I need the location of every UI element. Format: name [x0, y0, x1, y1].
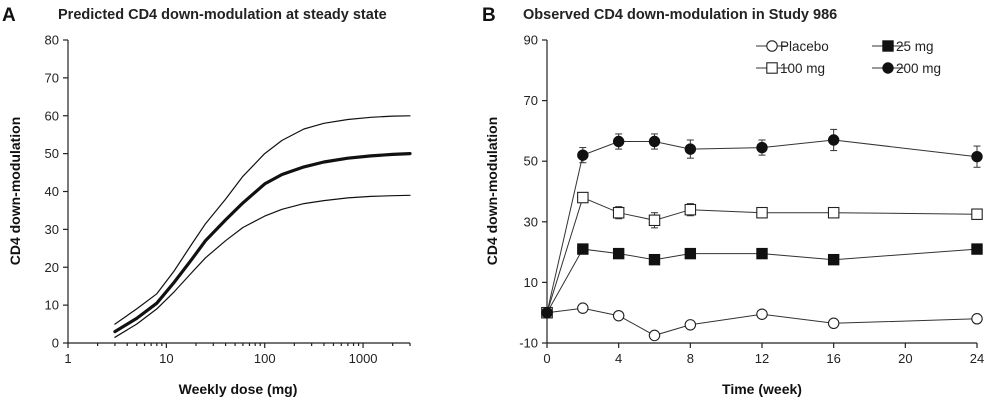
panel-b-point-placebo-w24 [971, 313, 983, 325]
panel-b-x-tick-label-0: 0 [543, 351, 550, 366]
panel-b-point-200-mg-w4 [612, 135, 625, 148]
panel-a-title: Predicted CD4 down-modulation at steady … [58, 7, 387, 23]
legend-item-100-mg: 100 mg [756, 61, 825, 76]
panel-a-x-axis-label: Weekly dose (mg) [179, 381, 298, 397]
panel-b-x-tick-label-12: 12 [755, 351, 769, 366]
panel-b-x-axis-label: Time (week) [722, 381, 802, 397]
panel-b-x-ticks: 0 4 8 12 16 20 24 [543, 343, 984, 366]
panel-a-y-tick-label-10: 10 [45, 298, 59, 313]
panel-a-y-axis-label: CD4 down-modulation [7, 117, 23, 266]
panel-a-y-tick-label-20: 20 [45, 260, 59, 275]
legend-item-25-mg: 25 mg [872, 39, 934, 54]
panel-b-line-placebo [546, 307, 978, 336]
panel-b-x-tick-label-8: 8 [687, 351, 694, 366]
panel-b-series-200-mg [541, 128, 983, 319]
panel-a-series [113, 115, 412, 338]
panel-b-letter: B [482, 5, 496, 26]
panel-b-y-tick-label-30: 30 [524, 214, 538, 229]
panel-b-legend: Placebo 25 mg 100 mg 200 mg [756, 39, 941, 76]
panel-b-point-200-mg-w8 [684, 143, 697, 155]
panel-b-point-200-mg-w16 [827, 134, 840, 146]
panel-b-y-tick-label-70: 70 [524, 93, 538, 108]
panel-b-y-tick-label-90: 90 [524, 33, 538, 48]
panel-b-point-placebo-w16 [827, 317, 840, 330]
panel-b-point-25-mg-w6 [648, 253, 661, 266]
panel-a-x-tick-label-1000: 1000 [349, 351, 378, 366]
panel-a: A Predicted CD4 down-modulation at stead… [2, 5, 412, 397]
panel-b-point-placebo-w6 [648, 329, 661, 342]
legend-marker-200-mg [882, 62, 894, 74]
panel-b-point-25-mg-w24 [971, 243, 983, 255]
panel-b-axes [546, 40, 977, 344]
panel-b-point-placebo-w2 [577, 302, 589, 314]
panel-b-x-tick-label-4: 4 [615, 351, 622, 366]
panel-b-point-placebo-w4 [612, 309, 625, 322]
panel-b-line-200-mg [546, 139, 978, 313]
panel-a-y-tick-label-30: 30 [45, 222, 59, 237]
panel-b-point-100-mg-w8 [684, 203, 697, 216]
panel-b-point-200-mg-w12 [756, 141, 768, 154]
panel-b-series-25-mg [541, 243, 983, 319]
panel-b-x-tick-label-24: 24 [970, 351, 984, 366]
panel-b-y-tick-label-10: -10 [519, 336, 538, 351]
legend-label-100-mg: 100 mg [780, 61, 825, 76]
panel-b-point-200-mg-w6 [648, 135, 661, 148]
panel-b-line-100-mg [546, 196, 978, 313]
panel-a-x-tick-label-10: 10 [159, 351, 173, 366]
panel-b-point-100-mg-w12 [756, 206, 768, 219]
panel-a-y-ticks: 0 10 20 30 40 50 60 70 80 [45, 33, 68, 351]
panel-a-x-tick-label-100: 100 [254, 351, 276, 366]
panel-b-point-200-mg-w2 [577, 149, 589, 161]
panel-a-letter: A [2, 5, 16, 26]
panel-b-point-25-mg-w2 [577, 243, 589, 255]
panel-b-point-200-mg-w24 [971, 150, 983, 163]
panel-b-point-25-mg-w16 [827, 253, 840, 266]
panel-a-y-tick-label-50: 50 [45, 146, 59, 161]
panel-b-y-axis-label: CD4 down-modulation [484, 117, 500, 266]
panel-b-series-placebo [541, 302, 983, 342]
panel-b-point-100-mg-w6 [648, 214, 661, 227]
panel-a-y-tick-label-0: 0 [52, 336, 59, 351]
panel-b-series [541, 128, 983, 342]
panel-b-point-25-mg-w4 [612, 247, 625, 260]
legend-label-25-mg: 25 mg [896, 39, 934, 54]
panel-b-point-200-mg-w0 [541, 307, 553, 319]
panel-a-y-tick-label-60: 60 [45, 108, 59, 123]
legend-label-200-mg: 200 mg [896, 61, 941, 76]
legend-item-placebo: Placebo [756, 39, 829, 54]
panel-a-x-tick-label-1: 1 [64, 351, 71, 366]
panel-a-y-tick-label-80: 80 [45, 33, 59, 48]
legend-item-200-mg: 200 mg [872, 61, 941, 76]
panel-b-point-100-mg-w4 [612, 206, 625, 219]
legend-marker-100-mg [766, 62, 778, 74]
panel-b-point-100-mg-w16 [827, 206, 840, 219]
panel-b-point-25-mg-w12 [756, 247, 768, 260]
panel-a-line-lower [114, 194, 411, 338]
panel-b-point-25-mg-w8 [684, 247, 697, 260]
panel-a-x-ticks: 1 10 100 1000 [64, 343, 411, 366]
panel-b-point-placebo-w12 [756, 308, 768, 320]
panel-b: B Observed CD4 down-modulation in Study … [482, 5, 984, 397]
panel-b-point-100-mg-w24 [971, 208, 983, 220]
panel-b-y-ticks: -10 10 30 50 70 90 [519, 33, 547, 351]
panel-b-y-tick-label-50: 50 [524, 154, 538, 169]
panel-b-x-tick-label-16: 16 [826, 351, 840, 366]
panel-b-y-tick-label-10: 10 [524, 275, 538, 290]
panel-a-y-tick-label-70: 70 [45, 70, 59, 85]
panel-a-line-median [113, 152, 412, 334]
panel-b-line-25-mg [546, 248, 978, 313]
panel-b-title: Observed CD4 down-modulation in Study 98… [523, 7, 837, 23]
panel-b-point-placebo-w8 [684, 319, 697, 331]
panel-a-y-tick-label-40: 40 [45, 184, 59, 199]
panel-a-axes [67, 40, 410, 344]
legend-marker-25-mg [882, 40, 894, 52]
panel-b-point-100-mg-w2 [577, 191, 589, 204]
panel-a-line-upper [114, 115, 411, 325]
panel-b-x-tick-label-20: 20 [898, 351, 912, 366]
legend-marker-placebo [766, 40, 778, 52]
legend-label-placebo: Placebo [780, 39, 829, 54]
